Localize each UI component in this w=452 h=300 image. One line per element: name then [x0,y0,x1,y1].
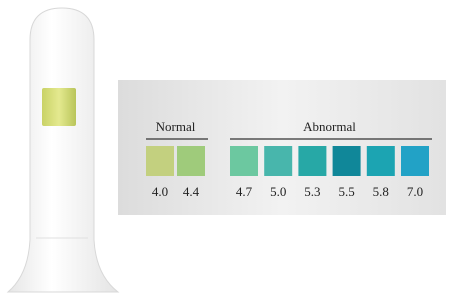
swatch-label: 5.3 [304,184,320,199]
color-swatch [298,146,326,176]
swatch-label: 7.0 [407,184,423,199]
color-swatch [177,146,205,176]
color-swatch [333,146,361,176]
group-label: Normal [156,119,196,134]
group-label: Abnormal [303,119,356,134]
swatch-label: 4.0 [152,184,168,199]
swatch-label: 4.7 [236,184,253,199]
test-window [42,88,76,126]
color-swatch [230,146,258,176]
swatch-label: 4.4 [183,184,200,199]
swatch-label: 5.5 [338,184,354,199]
color-swatch [264,146,292,176]
test-stick [8,8,118,292]
color-swatch [146,146,174,176]
color-swatch [401,146,429,176]
diagram: Normal 4.0 4.4 Abnormal 4.7 5.0 5.3 5.5 5.8 7.0 [0,0,452,300]
swatch-label: 5.0 [270,184,286,199]
swatch-label: 5.8 [373,184,389,199]
color-swatch [367,146,395,176]
